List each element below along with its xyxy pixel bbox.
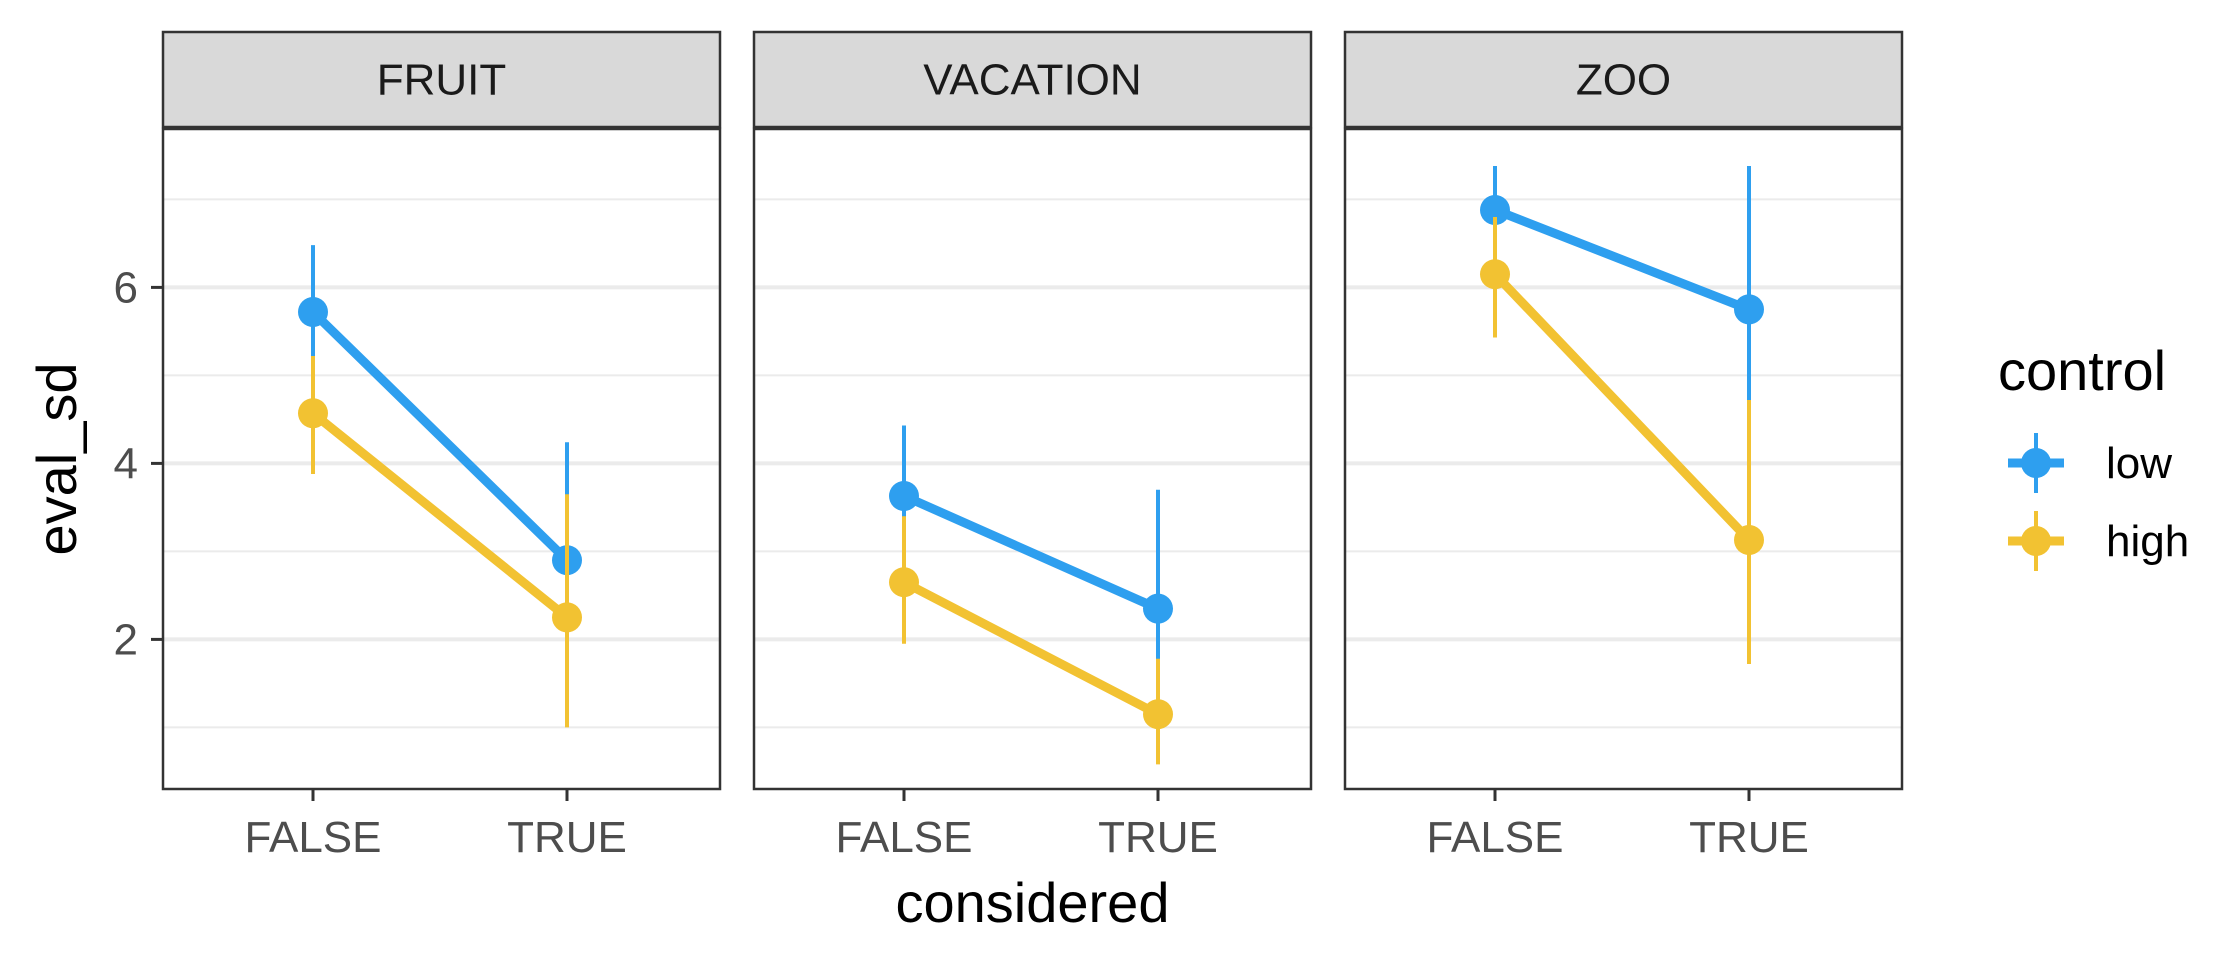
facet-strip	[752, 30, 1313, 129]
facet-panel-vacation: VACATION FALSE TRUE	[752, 30, 1313, 862]
series-high	[298, 356, 582, 728]
legend-key-high	[2008, 511, 2064, 571]
facet-panel-zoo: ZOO FALSE TRUE	[1343, 30, 1904, 862]
series-low	[1480, 165, 1764, 448]
series-high	[1480, 217, 1764, 665]
legend-label-low: low	[2106, 439, 2172, 488]
y-axis: 2 4 6	[114, 263, 163, 664]
legend-key-low	[2008, 433, 2064, 493]
panel-border	[161, 127, 722, 791]
series-high	[889, 516, 1173, 765]
data-point-low	[1143, 593, 1173, 624]
x-tick-label: TRUE	[507, 813, 627, 862]
series-line-high	[1490, 269, 1754, 545]
facet-strip	[1343, 30, 1904, 129]
x-tick-label: FALSE	[245, 813, 382, 862]
facet-strip-label: FRUIT	[377, 56, 507, 105]
y-tick-label: 4	[114, 439, 138, 488]
x-tick-label: FALSE	[1427, 813, 1564, 862]
data-point-low	[889, 480, 919, 511]
data-point-low	[1480, 194, 1510, 225]
series-line-high	[308, 408, 572, 622]
legend-label-high: high	[2106, 517, 2189, 566]
x-tick-label: TRUE	[1098, 813, 1218, 862]
y-axis-title: eval_sd	[25, 362, 88, 555]
facet-strip-label: ZOO	[1576, 56, 1671, 105]
panel-border	[1343, 127, 1904, 791]
facet-panel-fruit: FRUIT FALSE TRUE	[161, 30, 722, 862]
panel-background	[163, 129, 720, 789]
y-tick-label: 2	[114, 615, 138, 664]
panel-border	[752, 127, 1313, 791]
series-line-low	[308, 307, 572, 565]
legend-key-point	[2021, 526, 2051, 556]
x-axis-title: considered	[896, 871, 1170, 934]
data-point-high	[552, 602, 582, 633]
data-point-high	[298, 398, 328, 429]
data-point-high	[1734, 524, 1764, 555]
legend-title: control	[1998, 339, 2166, 402]
data-point-high	[889, 567, 919, 598]
series-line-low	[899, 491, 1163, 614]
facet-strip-label: VACATION	[923, 56, 1141, 105]
x-tick-label: FALSE	[836, 813, 973, 862]
panel-background	[1345, 129, 1902, 789]
data-point-low	[1734, 294, 1764, 325]
x-tick-label: TRUE	[1689, 813, 1809, 862]
legend: control low high	[1998, 339, 2189, 571]
series-line-low	[1490, 205, 1754, 314]
data-point-high	[1143, 699, 1173, 730]
y-tick-label: 6	[114, 263, 138, 312]
legend-key-point	[2021, 448, 2051, 478]
data-point-high	[1480, 259, 1510, 290]
facet-panels: FRUIT FALSE TRUE VACATION FALSE TRUE ZOO FALSE T…	[114, 30, 1904, 862]
data-point-low	[298, 297, 328, 328]
panel-background	[754, 129, 1311, 789]
series-line-high	[899, 577, 1163, 719]
facet-strip	[161, 30, 722, 129]
